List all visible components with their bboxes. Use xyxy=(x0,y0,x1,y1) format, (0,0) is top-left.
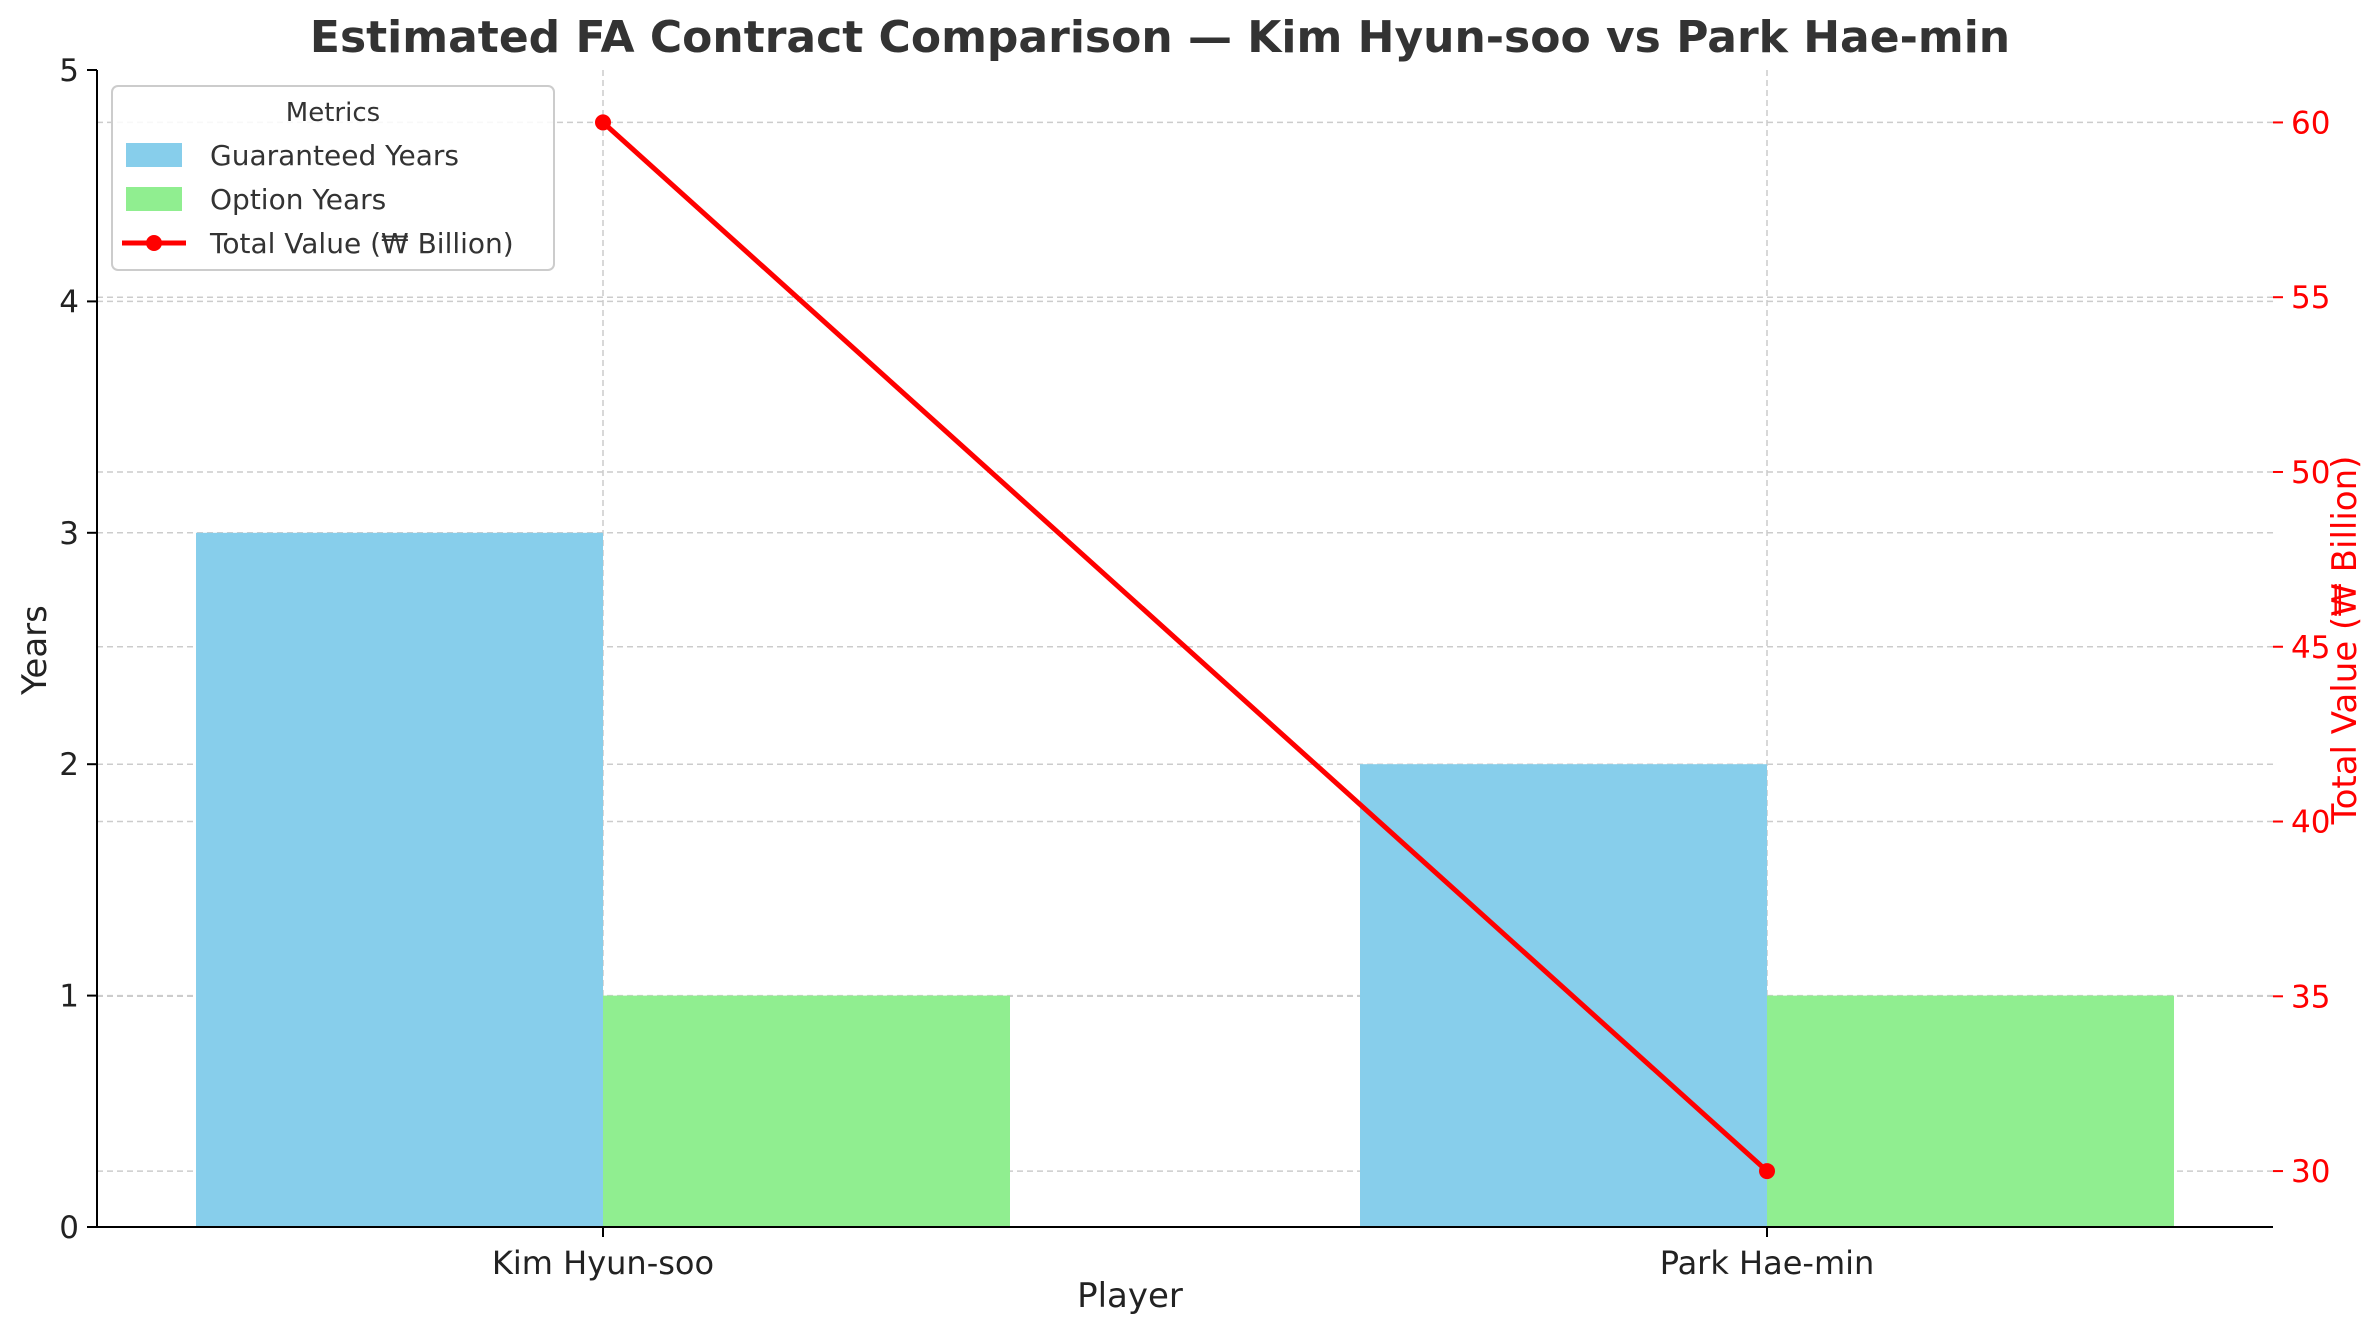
bar-option-years-0 xyxy=(603,995,1010,1227)
y2-tick-label-30: 30 xyxy=(2291,1154,2330,1190)
bars xyxy=(196,532,2174,1227)
x-tick-label-0: Kim Hyun-soo xyxy=(492,1244,714,1282)
legend-swatch-option xyxy=(126,187,182,211)
y2-tick-label-40: 40 xyxy=(2291,805,2330,841)
bar-guaranteed-years-0 xyxy=(196,532,603,1227)
y2-tick-label-50: 50 xyxy=(2291,455,2330,491)
legend-title: Metrics xyxy=(286,98,380,128)
y2-tick-label-55: 55 xyxy=(2291,280,2330,316)
y-axis-label: Years xyxy=(15,605,55,696)
legend-box xyxy=(111,85,555,271)
y2-axis-label: Total Value (₩ Billion) xyxy=(2325,456,2365,826)
legend-label-guaranteed: Guaranteed Years xyxy=(210,139,459,172)
y-tick-label-2: 2 xyxy=(59,747,79,783)
chart-title: Estimated FA Contract Comparison — Kim H… xyxy=(310,12,2010,63)
legend: Metrics Guaranteed Years Option Years To… xyxy=(111,85,555,271)
y-tick-label-5: 5 xyxy=(59,53,79,89)
bar-guaranteed-years-1 xyxy=(1360,764,1767,1227)
point-total-value-1 xyxy=(1759,1163,1775,1180)
x-axis-label: Player xyxy=(1077,1276,1183,1316)
y-tick-label-3: 3 xyxy=(59,516,79,552)
legend-label-total-value: Total Value (₩ Billion) xyxy=(209,227,514,260)
line-total-value xyxy=(601,120,1769,1173)
y2-tick-label-35: 35 xyxy=(2291,979,2330,1015)
legend-label-option: Option Years xyxy=(210,183,386,216)
x-tick-label-1: Park Hae-min xyxy=(1660,1244,1875,1282)
y-tick-label-0: 0 xyxy=(59,1210,79,1246)
bar-option-years-1 xyxy=(1767,995,2174,1227)
legend-marker-total-value xyxy=(146,235,162,251)
legend-swatch-guaranteed xyxy=(126,143,182,167)
y-tick-label-4: 4 xyxy=(59,284,79,320)
line-series xyxy=(595,114,1775,1180)
point-total-value-0 xyxy=(595,114,611,131)
y2-tick-label-60: 60 xyxy=(2291,105,2330,141)
y2-tick-label-45: 45 xyxy=(2291,630,2330,666)
y-tick-label-1: 1 xyxy=(59,979,79,1015)
